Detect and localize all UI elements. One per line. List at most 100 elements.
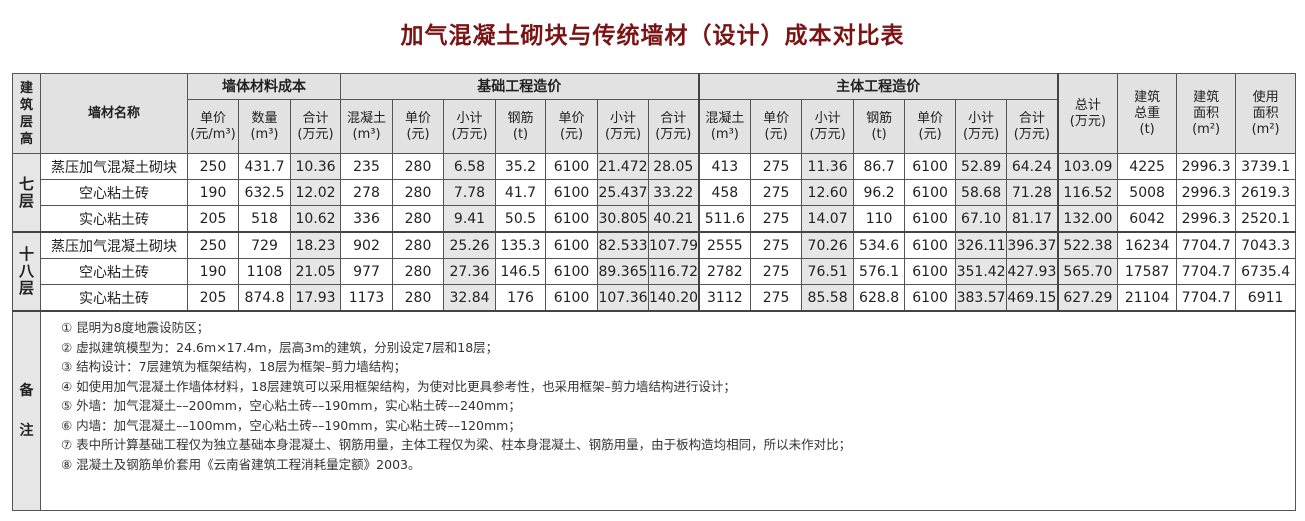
table-cell: 50.5 [495, 205, 547, 233]
table-cell: 534.6 [853, 231, 906, 259]
header-line: 小计 [456, 110, 483, 126]
table-cell: 7043.3 [1235, 231, 1297, 259]
note-item: ④ 如使用加气混凝土作墙体材料，18层建筑可以采用框架结构，为使对比更具参考性，… [61, 378, 736, 394]
table-cell: 14.07 [801, 205, 855, 233]
table-cell: 6100 [904, 179, 957, 206]
floor-header: 建筑层高 [12, 73, 41, 154]
table-cell: 427.93 [1006, 258, 1059, 285]
table-cell: 280 [392, 258, 445, 285]
table-cell: 7704.7 [1176, 231, 1237, 259]
table-cell: 3739.1 [1235, 153, 1297, 180]
table-cell: 275 [750, 231, 803, 259]
table-cell: 396.37 [1006, 231, 1059, 259]
header-line: (m²) [1192, 121, 1221, 137]
table-cell: 85.58 [801, 284, 855, 312]
floor-header-text: 建筑层高 [19, 80, 33, 147]
table-cell: 25.26 [443, 231, 497, 259]
table-cell: 6100 [904, 284, 957, 312]
table-cell: 627.29 [1056, 284, 1119, 312]
material-name: 实心粘土砖 [40, 284, 188, 312]
table-cell: 413 [697, 153, 752, 180]
table-cell: 30.805 [597, 205, 650, 233]
note-item: ⑥ 内墙：加气混凝土––100mm，空心粘土砖––190mm，实心粘土砖––12… [61, 417, 521, 433]
table-cell: 41.7 [495, 179, 547, 206]
table-cell: 71.28 [1006, 179, 1059, 206]
header-line: (万元) [963, 126, 1000, 142]
table-cell: 190 [187, 258, 239, 285]
table-cell: 6100 [545, 179, 599, 206]
table-cell: 21.05 [289, 258, 342, 285]
header-line: 钢筋 [507, 110, 534, 126]
table-cell: 250 [187, 153, 239, 180]
header-line: (万元) [451, 126, 488, 142]
table-cell: 632.5 [238, 179, 291, 206]
table-cell: 6100 [904, 231, 957, 259]
table-cell: 205 [187, 284, 239, 312]
table-cell: 902 [340, 231, 394, 259]
header-line: (万元) [1013, 126, 1050, 142]
found-col-header: 钢筋 (t) [495, 99, 547, 154]
cost-comparison-table: 建筑层高 墙材名称 墙体材料成本 基础工程造价 主体工程造价 总计 (万元) 建筑… [12, 73, 1297, 511]
found-col-header: 单价 (元) [392, 99, 445, 154]
header-line: (万元) [297, 126, 334, 142]
header-line: 小计 [968, 110, 995, 126]
header-line: (t) [512, 126, 529, 142]
table-cell: 235 [340, 153, 394, 180]
table-cell: 2520.1 [1235, 205, 1297, 233]
table-row: 十八层 蒸压加气混凝土砌块 250 729 18.23 902 280 25.26 135.3 6… [12, 231, 1297, 312]
table-cell: 1108 [238, 258, 291, 285]
table-cell: 32.84 [443, 284, 497, 312]
note-item: ② 虚拟建筑模型为：24.6m×17.4m，层高3m的建筑，分别设定7层和18层… [61, 339, 499, 355]
name-header: 墙材名称 [40, 73, 188, 154]
foundation-cost-group-header: 基础工程造价 [340, 73, 700, 100]
header-line: (元) [918, 126, 942, 142]
weight-header: 建筑 总重 (t) [1117, 73, 1178, 154]
table-row: 空心粘土砖 190 632.5 12.02 278 280 7.78 41.7 6100 25.4… [13, 179, 1297, 206]
table-cell: 107.36 [597, 284, 650, 312]
table-cell: 116.52 [1056, 179, 1119, 206]
table-cell: 12.60 [801, 179, 855, 206]
header-line: 使用 [1252, 89, 1279, 105]
table-cell: 25.437 [597, 179, 650, 206]
table-row: 七层 蒸压加气混凝土砌块 250 431.7 10.36 235 280 6.58 35.2 61… [12, 153, 1297, 233]
table-cell: 280 [392, 179, 445, 206]
table-cell: 64.24 [1006, 153, 1059, 180]
table-row: 实心粘土砖 205 874.8 17.93 1173 280 32.84 176 6100 107… [13, 284, 1297, 312]
building-area-header: 建筑 面积 (m²) [1176, 73, 1237, 154]
table-cell: 21.472 [597, 153, 650, 180]
table-cell: 336 [340, 205, 394, 233]
table-cell: 190 [187, 179, 239, 206]
table-cell: 7.78 [443, 179, 497, 206]
table-cell: 2619.3 [1235, 179, 1297, 206]
table-cell: 7704.7 [1176, 258, 1237, 285]
table-cell: 146.5 [495, 258, 547, 285]
table-cell: 628.8 [853, 284, 906, 312]
header-line: 数量 [251, 110, 278, 126]
total-header: 总计 (万元) [1056, 73, 1119, 154]
main-col-header: 单价 (元) [904, 99, 957, 154]
header-line: 合计 [1018, 110, 1045, 126]
header-line: 小计 [610, 110, 637, 126]
header-line: 面积 [1252, 105, 1279, 121]
table-cell: 576.1 [853, 258, 906, 285]
table-cell: 351.42 [955, 258, 1008, 285]
material-name: 蒸压加气混凝土砌块 [40, 231, 188, 259]
note-item: ⑤ 外墙：加气混凝土––200mm，空心粘土砖––190mm，实心粘土砖––24… [61, 398, 521, 413]
table-cell: 275 [750, 179, 803, 206]
main-col-header: 混凝土 (m³) [697, 99, 752, 154]
found-col-header: 小计 (万元) [597, 99, 650, 154]
table-cell: 110 [853, 205, 906, 233]
found-col-header: 混凝土 (m³) [340, 99, 394, 154]
header-line: 建筑 [1193, 89, 1220, 105]
table-cell: 275 [750, 205, 803, 233]
material-name: 蒸压加气混凝土砌块 [40, 153, 188, 180]
table-cell: 17587 [1117, 258, 1178, 285]
table-cell: 280 [392, 284, 445, 312]
table-cell: 89.365 [597, 258, 650, 285]
found-col-header: 小计 (万元) [443, 99, 497, 154]
header-line: (m³) [710, 126, 739, 142]
header-line: 单价 [558, 110, 585, 126]
header-line: (t) [871, 126, 887, 142]
note-item: ⑦ 表中所计算基础工程仅为独立基础本身混凝土、钢筋用量，主体工程仅为梁、柱本身混… [61, 437, 852, 452]
table-cell: 280 [392, 153, 445, 180]
